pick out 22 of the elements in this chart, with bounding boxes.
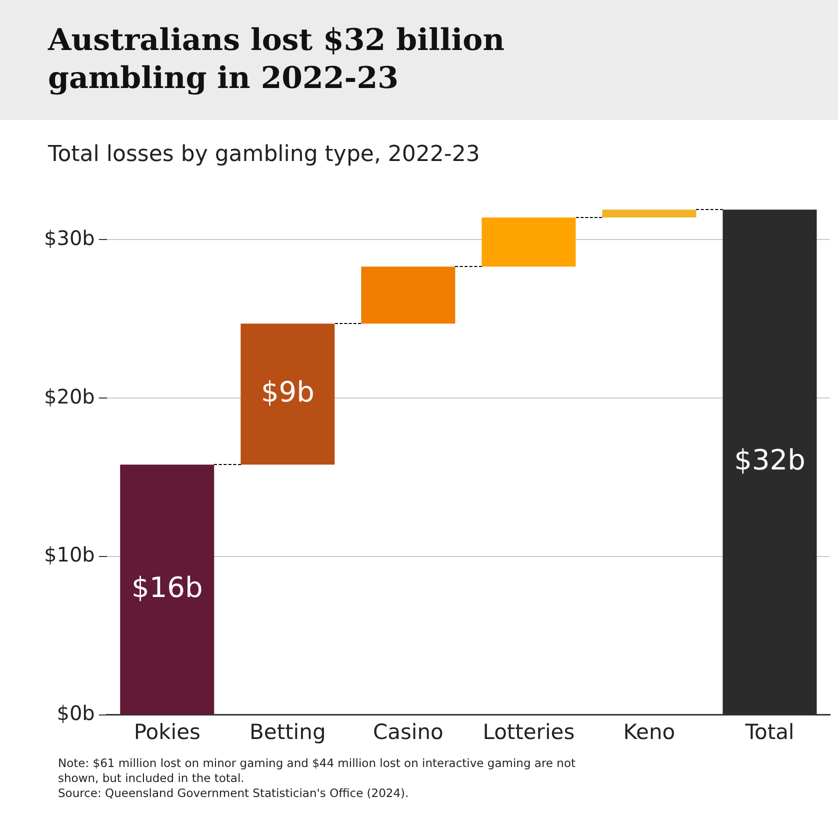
bar — [120, 464, 214, 714]
y-tick-label: $10b — [44, 542, 95, 567]
chart-subtitle: Total losses by gambling type, 2022-23 — [47, 141, 481, 167]
data-label: $9b — [260, 375, 314, 408]
x-tick-label: Casino — [372, 720, 444, 744]
y-tick-label: $20b — [44, 384, 95, 408]
text: Note: $61 million lost on minor gaming and $44 million lost on interactive gaming are not shown, but included in the total. — [58, 756, 576, 786]
bar — [361, 266, 456, 324]
source-note: Source: Queensland Government Statistician's Office (2024). — [58, 786, 410, 801]
x-tick-label: Total — [744, 720, 794, 744]
x-tick-label: Pokies — [134, 720, 200, 744]
data-label: $32b — [734, 443, 806, 476]
chart-title: Australians lost $32 billion gambling in 2022-23 — [48, 22, 506, 98]
data-label: $16b — [132, 570, 203, 604]
x-tick-label: Keno — [623, 720, 676, 744]
bar — [240, 324, 335, 465]
x-tick-label: Lotteries — [482, 720, 575, 744]
bar — [602, 210, 696, 218]
y-tick-label: $0b — [56, 701, 95, 726]
y-tick-label: $30b — [44, 226, 95, 250]
x-tick-label: Betting — [250, 720, 326, 744]
bar — [482, 218, 576, 267]
